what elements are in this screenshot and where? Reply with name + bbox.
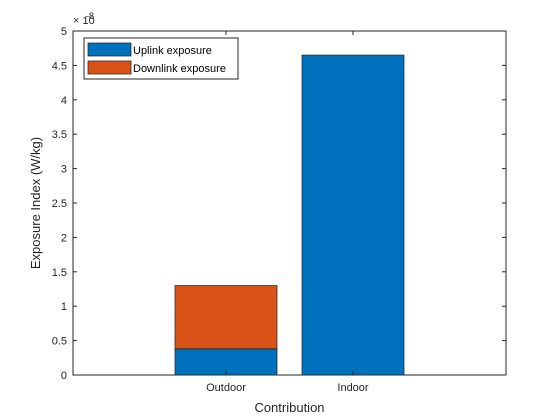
y-tick-label: 2	[61, 232, 67, 244]
y-tick-label: 4.5	[52, 60, 67, 72]
y-tick-label: 3.5	[52, 129, 67, 141]
y-multiplier-exponent: -8	[86, 11, 94, 21]
y-tick-label: 1	[61, 301, 67, 313]
y-ticks-group: 0 0.5 1 1.5 2 2.5 3 3.5 4 4.5 5	[52, 26, 506, 382]
y-tick-label: 0.5	[52, 336, 67, 348]
y-tick-label: 0	[61, 370, 67, 382]
legend: Uplink exposure Downlink exposure	[83, 37, 239, 80]
y-tick-label: 1.5	[52, 267, 67, 279]
legend-swatch-downlink	[87, 60, 132, 75]
plot-area	[72, 30, 507, 376]
x-ticks-group: Outdoor Indoor	[206, 31, 369, 394]
legend-label-uplink: Uplink exposure	[133, 45, 212, 57]
x-tick-label-indoor: Indoor	[337, 382, 369, 394]
bars-group	[174, 54, 405, 376]
y-tick-label: 3	[61, 164, 67, 176]
y-multiplier-base: × 10	[73, 15, 95, 27]
x-axis-label: Contribution	[254, 400, 324, 415]
legend-label-downlink: Downlink exposure	[133, 63, 226, 75]
legend-swatch-uplink	[87, 42, 132, 57]
bar-outdoor-uplink	[174, 348, 278, 376]
bar-indoor-uplink	[301, 54, 405, 376]
y-tick-label: 5	[61, 26, 67, 38]
y-tick-label: 4	[61, 95, 67, 107]
x-tick-label-outdoor: Outdoor	[206, 382, 246, 394]
bar-outdoor-downlink	[174, 285, 278, 350]
y-axis-label: Exposure Index (W/kg)	[28, 137, 43, 269]
y-tick-label: 2.5	[52, 198, 67, 210]
